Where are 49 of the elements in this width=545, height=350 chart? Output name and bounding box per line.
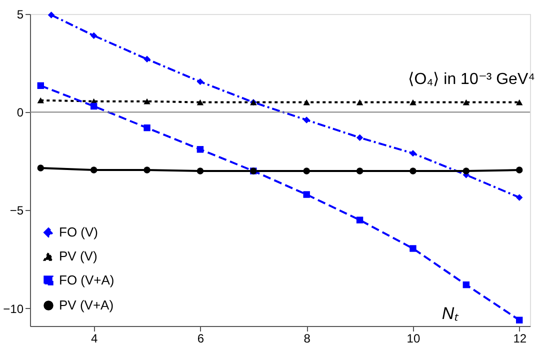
point bbox=[356, 216, 364, 224]
point bbox=[462, 168, 470, 174]
point bbox=[144, 124, 150, 132]
point bbox=[303, 191, 310, 198]
point bbox=[37, 164, 44, 172]
point bbox=[410, 168, 416, 174]
legend-label: PV (V) bbox=[59, 248, 98, 264]
point bbox=[516, 194, 523, 201]
point bbox=[410, 245, 416, 252]
point bbox=[516, 316, 523, 324]
y-tick-label: −10 bbox=[3, 302, 24, 316]
point bbox=[516, 166, 523, 174]
x-tick-label: 8 bbox=[304, 332, 311, 346]
point bbox=[196, 168, 204, 174]
point bbox=[356, 99, 364, 106]
point bbox=[303, 116, 310, 124]
point bbox=[303, 99, 310, 106]
point bbox=[90, 166, 98, 174]
point bbox=[516, 99, 523, 106]
point bbox=[196, 99, 204, 106]
annotation: ⟨O₄⟩ in 10⁻³ GeV⁴ bbox=[408, 71, 536, 88]
point bbox=[356, 168, 364, 174]
point bbox=[90, 102, 98, 110]
point bbox=[410, 99, 416, 106]
x-axis-title: Nₜ bbox=[442, 304, 460, 323]
y-tick-label: 0 bbox=[16, 106, 24, 120]
legend-label: FO (V) bbox=[59, 224, 98, 240]
point bbox=[48, 12, 55, 18]
point bbox=[90, 32, 98, 39]
y-tick-label: 5 bbox=[16, 8, 24, 22]
point bbox=[144, 166, 150, 174]
point bbox=[196, 146, 204, 153]
point bbox=[144, 56, 150, 62]
point bbox=[37, 82, 44, 89]
x-tick-label: 12 bbox=[513, 332, 527, 346]
x-tick-label: 4 bbox=[90, 332, 98, 346]
point bbox=[356, 134, 364, 141]
point bbox=[144, 98, 150, 104]
point bbox=[410, 150, 416, 157]
legend-label: FO (V+A) bbox=[59, 272, 114, 288]
legend-label: PV (V+A) bbox=[59, 298, 114, 312]
point bbox=[196, 78, 204, 86]
y-tick-label: −5 bbox=[10, 204, 24, 218]
point bbox=[462, 281, 470, 288]
point bbox=[37, 97, 44, 104]
x-tick-label: 6 bbox=[197, 332, 204, 346]
point bbox=[303, 168, 310, 174]
point bbox=[462, 99, 470, 106]
x-tick-label: 10 bbox=[406, 332, 420, 346]
